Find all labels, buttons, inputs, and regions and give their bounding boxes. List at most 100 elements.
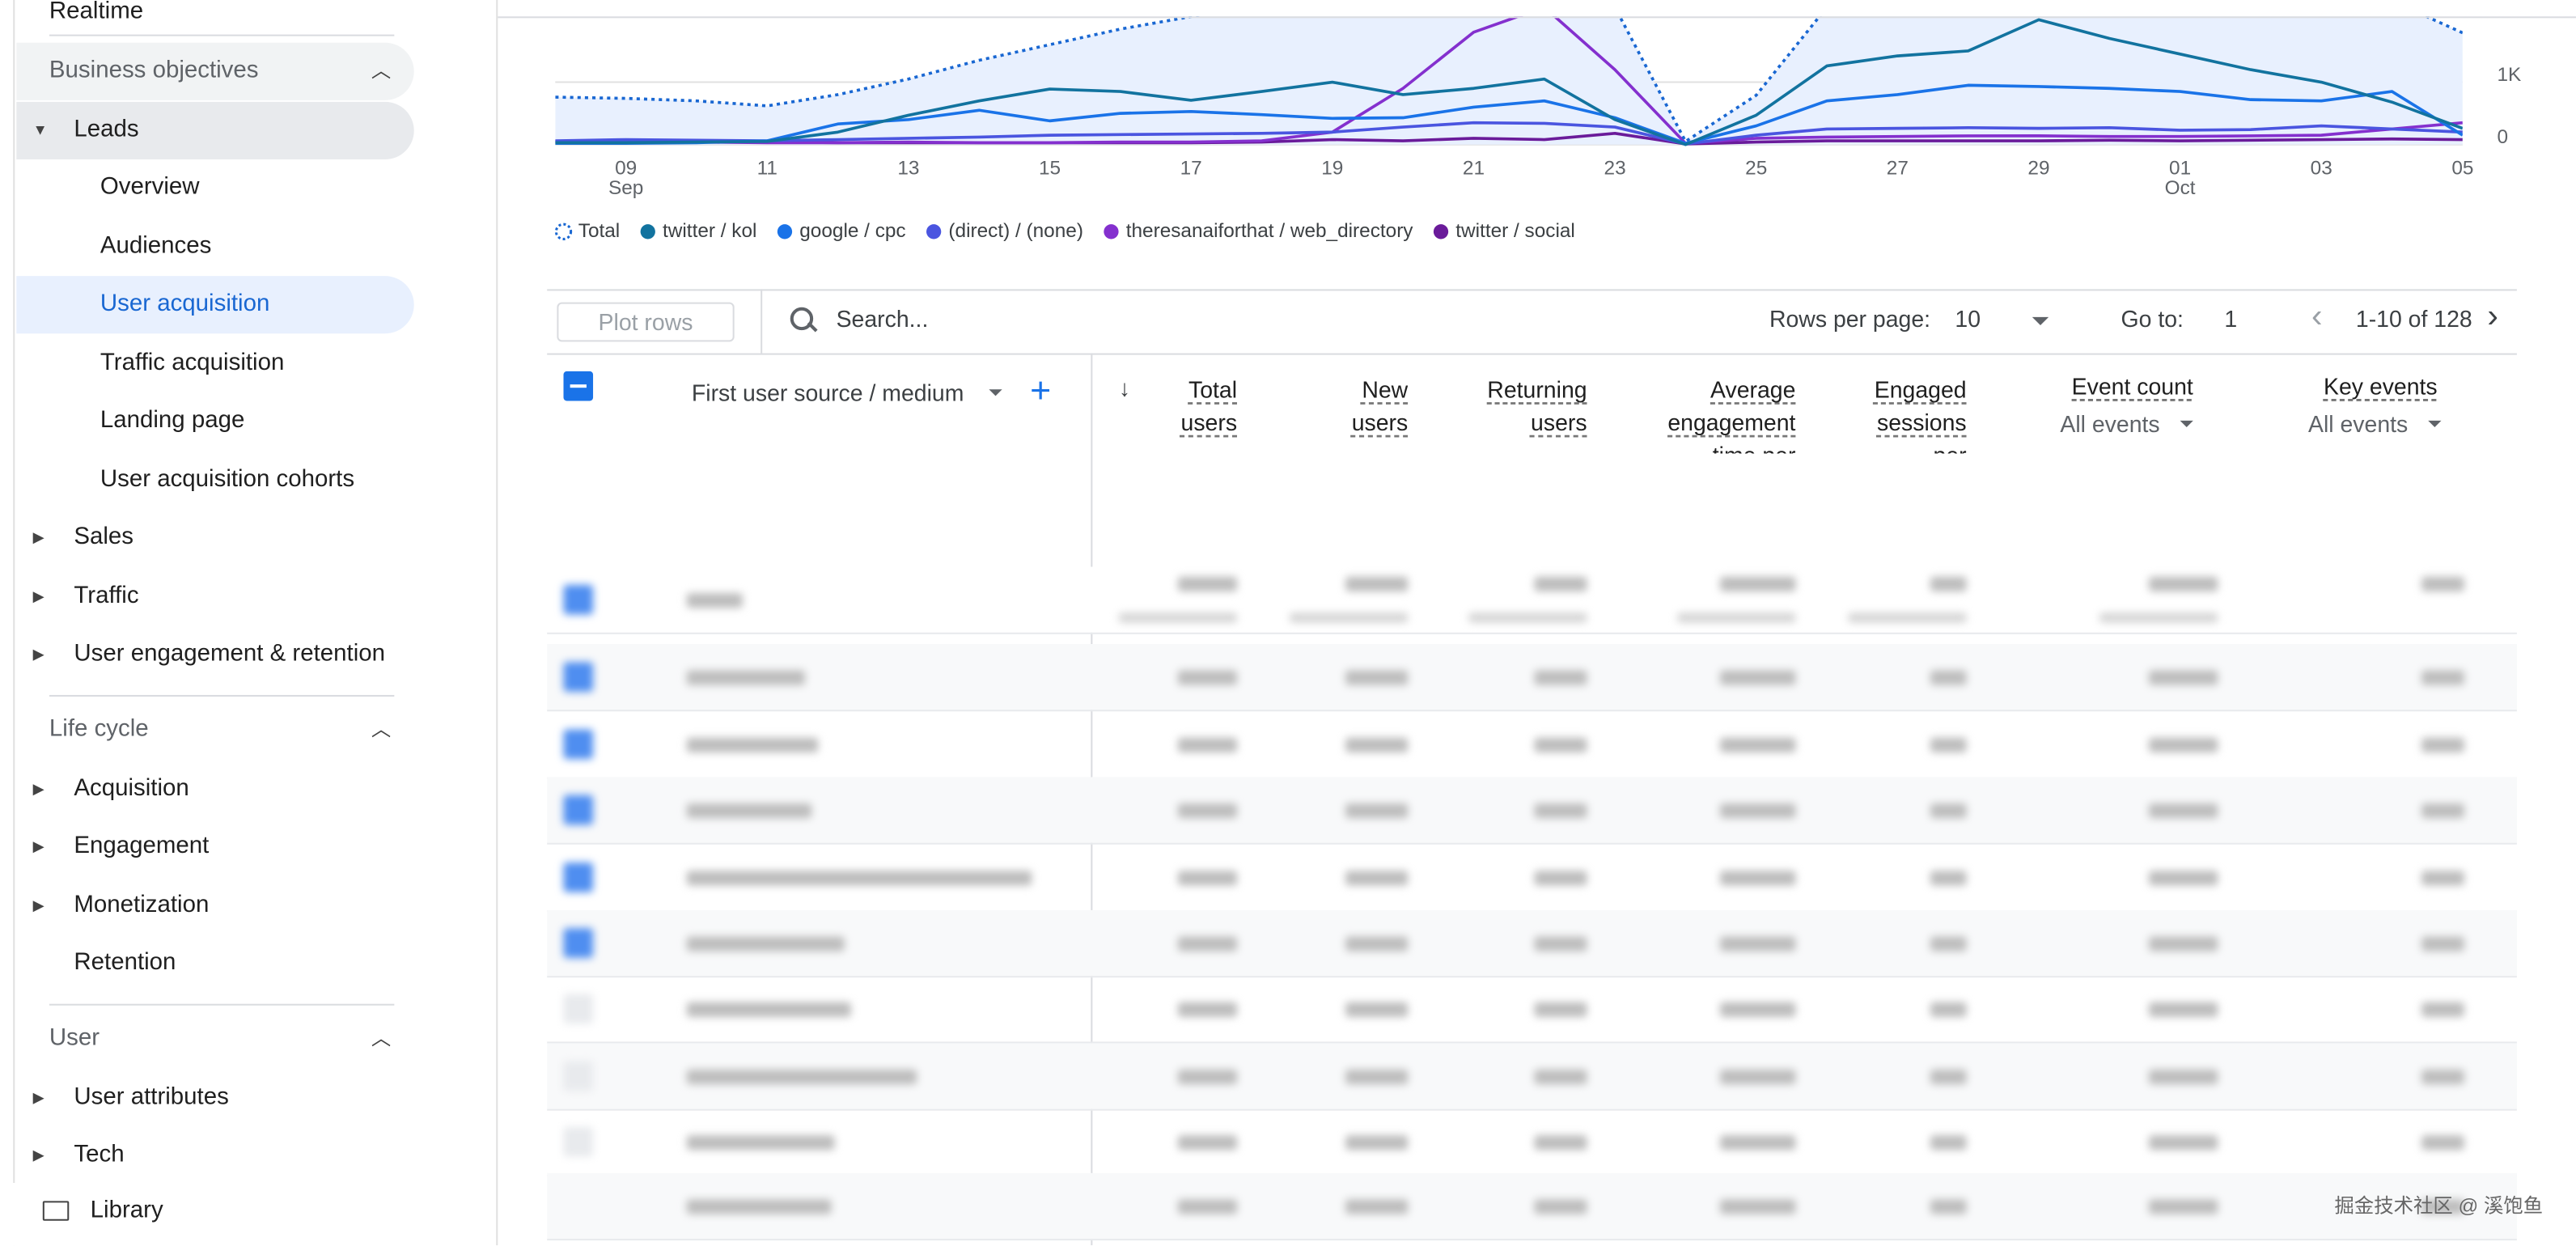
cell: [2149, 936, 2218, 951]
cell: [1534, 1069, 1587, 1085]
nav-subitem[interactable]: Overview: [16, 159, 413, 217]
cell: [2421, 803, 2464, 819]
row-checkbox: [563, 729, 594, 760]
series-line: [555, 16, 2463, 143]
cell: [1930, 1135, 1967, 1151]
section-header[interactable]: Business objectives ︿: [16, 42, 414, 100]
cell: [2149, 1069, 2218, 1085]
nav-item[interactable]: ▶ Monetization: [16, 876, 413, 934]
search-input[interactable]: Search...: [836, 305, 929, 333]
legend-swatch: [554, 222, 573, 240]
nav-item[interactable]: ▶ Tech: [16, 1127, 413, 1185]
nav-subitem[interactable]: User acquisition cohorts: [16, 451, 413, 508]
cell: [2421, 1199, 2464, 1214]
nav-item[interactable]: ▶ User attributes: [16, 1069, 413, 1126]
cell: [1720, 1199, 1796, 1214]
cell: [1345, 1199, 1409, 1214]
nav-item[interactable]: Realtime: [49, 0, 144, 25]
cell: [2149, 1002, 2218, 1017]
cell-sub: [1677, 612, 1796, 623]
row-label: [686, 1199, 832, 1214]
nav-subitem[interactable]: User acquisition: [16, 276, 414, 334]
library-label: Library: [90, 1197, 163, 1224]
nav-label: Retention: [74, 949, 176, 977]
rows-per-page-label: Rows per page:: [1769, 305, 1931, 333]
x-tick-sublabel: Sep: [608, 177, 643, 199]
cell: [2149, 1199, 2218, 1214]
cell: [1345, 803, 1409, 819]
row-divider: [547, 1239, 2517, 1241]
library[interactable]: Library: [0, 1183, 495, 1246]
page-range: 1-10 of 128: [2355, 305, 2472, 333]
metric-select[interactable]: All events: [2307, 410, 2409, 438]
column-header[interactable]: Average engagement time per: [1643, 373, 1795, 453]
nav-label: Traffic: [74, 582, 139, 609]
nav-subitem[interactable]: Audiences: [16, 218, 413, 275]
dimension-header[interactable]: First user source / medium: [691, 379, 964, 406]
cell: [1534, 1002, 1587, 1017]
next-page[interactable]: ›: [2487, 299, 2498, 336]
section-header[interactable]: Life cycle ︿: [16, 701, 413, 759]
cell: [1177, 936, 1238, 951]
cell: [1720, 803, 1796, 819]
column-header[interactable]: Engaged sessions per: [1857, 373, 1967, 453]
section-header[interactable]: User ︿: [16, 1011, 413, 1068]
row-checkbox: [563, 1061, 594, 1091]
nav-item[interactable]: ▶ Engagement: [16, 818, 413, 875]
x-tick-label: 19: [1321, 158, 1343, 180]
nav-subitem[interactable]: Traffic acquisition: [16, 334, 413, 392]
x-tick-label: 25: [1745, 158, 1767, 180]
cell: [2149, 576, 2218, 592]
cell: [1720, 1002, 1796, 1017]
y-tick-label: 1K: [2498, 64, 2522, 86]
cell: [1534, 936, 1587, 951]
column-header[interactable]: Key events: [2282, 373, 2480, 399]
cell: [1345, 1069, 1409, 1085]
column-header[interactable]: Returning users: [1462, 373, 1587, 442]
nav-item[interactable]: ▶ Sales: [16, 509, 413, 566]
divider: [547, 289, 2517, 291]
row-divider: [547, 842, 2517, 845]
row-checkbox: [563, 862, 594, 892]
separator: [49, 693, 395, 696]
x-tick-label: 23: [1604, 158, 1626, 180]
x-tick-label: 01: [2169, 158, 2191, 180]
section-title: Business objectives: [49, 57, 259, 84]
chevron: ︿: [371, 718, 392, 741]
cell: [1345, 576, 1409, 592]
series-line: [555, 18, 2463, 146]
cell: [1345, 1135, 1409, 1151]
x-tick-label: 29: [2027, 158, 2049, 180]
column-header[interactable]: Event count: [2034, 373, 2231, 399]
rows-per-page-select[interactable]: 10: [1955, 305, 1981, 333]
row-band: [547, 643, 2517, 710]
column-header[interactable]: Total users: [1155, 373, 1238, 442]
x-tick-label: 27: [1887, 158, 1909, 180]
nav-subitem[interactable]: Landing page: [16, 392, 413, 450]
legend-item: twitter / kol: [640, 220, 756, 242]
nav-item[interactable]: ▼ Leads: [16, 100, 414, 159]
cell: [1720, 737, 1796, 753]
go-to-input[interactable]: 1: [2224, 305, 2238, 333]
row-checkbox: [563, 795, 594, 825]
legend-item: (direct) / (none): [926, 220, 1083, 242]
nav-item[interactable]: Retention: [16, 934, 413, 992]
cell: [1177, 1199, 1238, 1214]
chevron: ︿: [371, 59, 392, 83]
nav-item[interactable]: ▶ Acquisition: [16, 760, 413, 817]
row-band: [547, 1172, 2517, 1240]
cell-sub: [1468, 612, 1587, 623]
nav-item[interactable]: ▶ User engagement & retention: [16, 626, 413, 684]
nav-item[interactable]: ▶ Traffic: [16, 568, 413, 625]
metric-select[interactable]: All events: [2060, 410, 2160, 438]
plot-rows-button[interactable]: Plot rows: [557, 302, 735, 342]
legend-label: theresanaiforthat / web_directory: [1126, 220, 1414, 242]
cell: [1720, 576, 1796, 592]
row-label: [686, 871, 1032, 886]
add-dimension[interactable]: +: [1030, 369, 1052, 411]
legend-label: twitter / kol: [663, 220, 756, 242]
column-header[interactable]: New users: [1314, 373, 1409, 442]
legend-swatch: [1104, 224, 1119, 239]
prev-page[interactable]: ‹: [2311, 299, 2323, 336]
